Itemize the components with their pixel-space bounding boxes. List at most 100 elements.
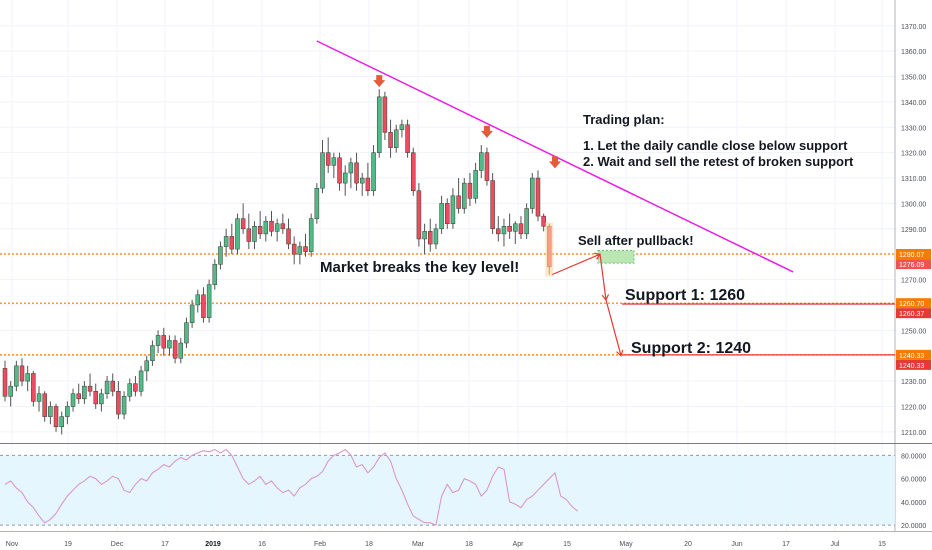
candlestick-series [2, 89, 552, 435]
candle-body [178, 342, 184, 359]
candle-body [144, 360, 149, 372]
plan-title: Trading plan: [583, 112, 665, 127]
candle-body [462, 182, 467, 209]
price-tick-label: 1210.00 [901, 430, 926, 437]
candle-body [314, 187, 320, 219]
time-tick-label: Jun [731, 541, 742, 548]
candle-body [263, 220, 269, 235]
candle-body [376, 96, 382, 153]
candle-body [201, 294, 206, 318]
drawings [316, 40, 794, 357]
candle-body [121, 396, 127, 415]
candle-body [405, 124, 410, 153]
candle-body [535, 177, 541, 217]
time-tick-label: 15 [563, 541, 571, 548]
price-level-tag [896, 359, 931, 370]
candle-body [303, 246, 308, 252]
candle-body [223, 236, 229, 247]
candle-body [36, 393, 42, 402]
candle-body [496, 228, 501, 235]
candle-body [25, 373, 30, 382]
candle-body [450, 195, 456, 224]
candle-body [252, 226, 257, 242]
candle-body [337, 157, 342, 184]
candle-body [456, 195, 461, 209]
candle-body [19, 365, 25, 382]
candle-body [473, 170, 478, 199]
price-tick-label: 1300.00 [901, 201, 926, 208]
down-arrow-icon [548, 156, 561, 169]
price-level-tag-label: 1240.33 [899, 363, 924, 370]
candle-body [235, 218, 240, 250]
candle-body [507, 226, 512, 232]
price-axis[interactable]: 1370.00 1360.00 1350.00 1340.00 1330.00 1320.… [896, 24, 931, 530]
candle-body [410, 152, 416, 191]
price-level-tag-label: 1276.09 [899, 262, 924, 269]
candle-body [416, 190, 422, 240]
candle-body [76, 393, 81, 400]
candle-body [189, 304, 195, 323]
arrowhead-icon [616, 349, 624, 357]
candle-body [320, 152, 325, 189]
oscillator-tick-label: 80.0000 [901, 453, 926, 460]
candle-body [116, 390, 121, 415]
price-level-tag [896, 259, 931, 270]
candle-body [138, 370, 144, 392]
candle-body [93, 390, 98, 405]
candle-body [48, 406, 53, 417]
support-2-label: Support 2: 1240 [631, 340, 751, 357]
time-axis[interactable]: Nov 19 Dec 17 2019 16 Feb 18 Mar 18 Apr 15 May 20 Jun 1… [6, 541, 886, 548]
time-tick-label: 16 [258, 541, 266, 548]
candle-body [325, 152, 331, 166]
candle-body [490, 180, 495, 230]
candle-body [399, 124, 405, 131]
candle-body [393, 129, 399, 148]
time-tick-label: Mar [412, 541, 425, 548]
candle-body [388, 132, 393, 148]
time-tick-label: 17 [161, 541, 169, 548]
price-tick-label: 1230.00 [901, 379, 926, 386]
time-tick-label: 18 [365, 541, 373, 548]
price-tick-label: 1360.00 [901, 49, 926, 56]
projected-path [552, 253, 622, 356]
candle-body [104, 380, 110, 395]
candle-body [274, 223, 280, 232]
candle-body [382, 96, 388, 133]
candle-body [291, 243, 297, 255]
candle-body [167, 340, 172, 349]
candle-body [150, 345, 155, 362]
candle-body [218, 246, 223, 265]
price-level-tag [896, 249, 931, 260]
time-tick-label: Jul [831, 541, 840, 548]
price-tick-label: 1220.00 [901, 404, 926, 411]
candle-body [246, 228, 252, 242]
candle-body [2, 368, 8, 397]
price-tick-label: 1250.00 [901, 328, 926, 335]
time-tick-label: 18 [465, 541, 473, 548]
candle-body [422, 231, 427, 240]
plan-step-1: 1. Let the daily candle close below supp… [583, 138, 848, 153]
candle-body [297, 246, 303, 255]
candle-body [127, 383, 132, 397]
grid [0, 0, 932, 532]
candle-body [212, 264, 218, 285]
candle-body [530, 177, 535, 209]
candle-body [65, 406, 70, 417]
candle-body [331, 157, 337, 166]
breakout-label: Market breaks the key level! [320, 259, 519, 276]
price-level-tag [896, 349, 931, 360]
candle-body [371, 152, 376, 191]
candle-body [479, 152, 484, 171]
candle-body [354, 162, 359, 184]
candle-body [286, 228, 291, 245]
time-tick-label: 17 [782, 541, 790, 548]
pullback-label: Sell after pullback! [578, 233, 694, 248]
arrowhead-icon [593, 252, 602, 260]
candle-body [359, 177, 365, 184]
price-level-tag [896, 298, 931, 309]
oscillator-tick-label: 20.0000 [901, 523, 926, 530]
time-tick-label: 20 [684, 541, 692, 548]
time-tick-label: Nov [6, 541, 19, 548]
time-tick-label: May [619, 541, 633, 548]
